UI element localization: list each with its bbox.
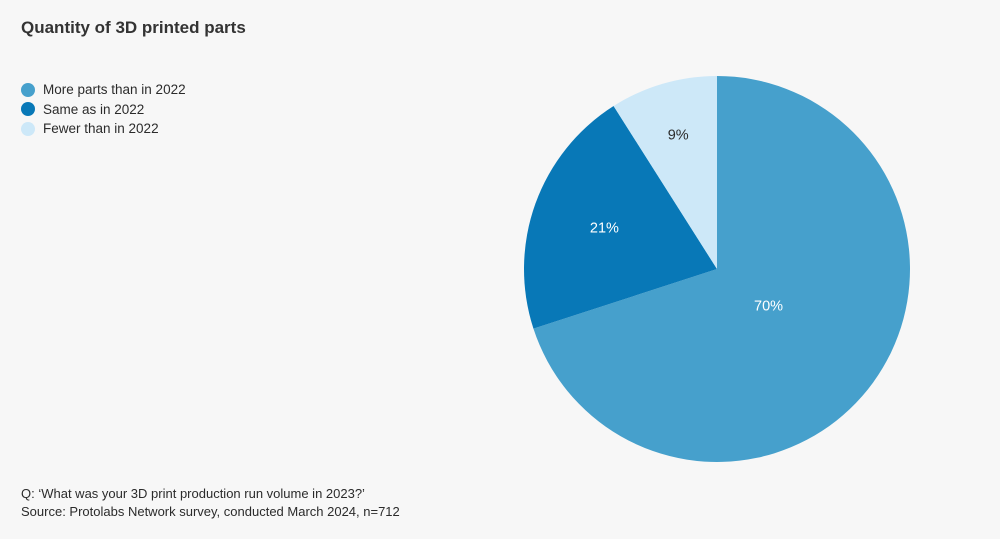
legend-swatch-more (21, 82, 35, 97)
pie-slice-same (524, 106, 717, 329)
slice-label-more: 70% (754, 298, 783, 314)
legend: More parts than in 2022 Same as in 2022 … (21, 80, 186, 139)
source-note: Source: Protolabs Network survey, conduc… (21, 504, 400, 519)
pie-slice-fewer (613, 76, 717, 269)
legend-swatch-same (21, 102, 35, 117)
pie-slice-more (533, 76, 910, 462)
legend-label-fewer: Fewer than in 2022 (43, 121, 159, 137)
survey-question: Q: ‘What was your 3D print production ru… (21, 486, 365, 501)
legend-swatch-fewer (21, 121, 35, 136)
chart-footer: Q: ‘What was your 3D print production ru… (21, 485, 400, 521)
chart-title: Quantity of 3D printed parts (21, 18, 246, 37)
slice-label-same: 21% (590, 220, 619, 236)
legend-label-same: Same as in 2022 (43, 101, 145, 117)
legend-item-fewer: Fewer than in 2022 (21, 119, 186, 139)
slice-label-fewer: 9% (668, 128, 689, 144)
legend-label-more: More parts than in 2022 (43, 82, 186, 98)
legend-item-more: More parts than in 2022 (21, 80, 186, 100)
legend-item-same: Same as in 2022 (21, 100, 186, 120)
